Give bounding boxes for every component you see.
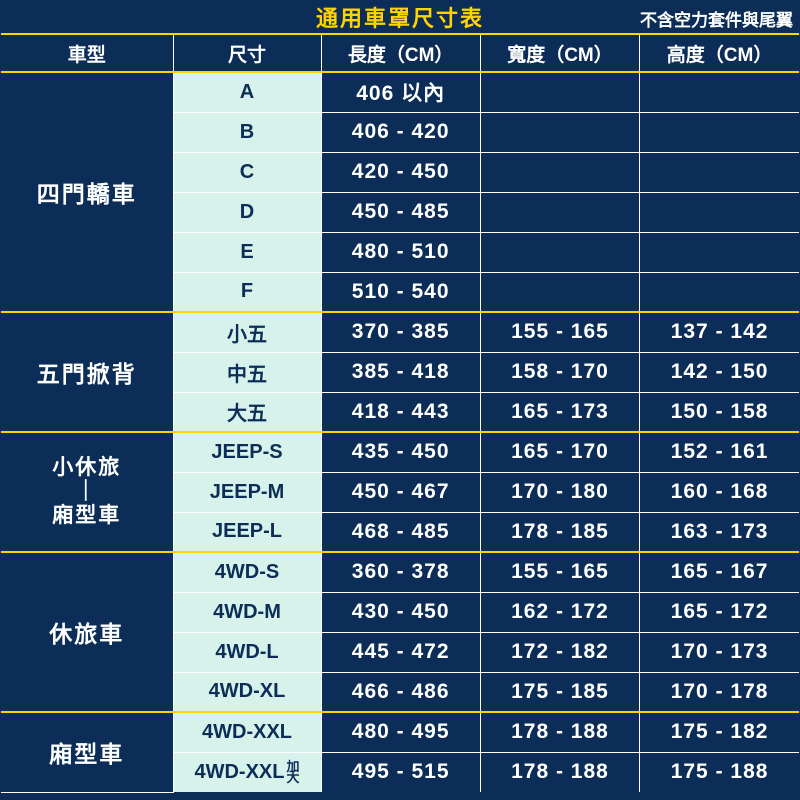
value-cell: 450 - 467 <box>321 472 480 512</box>
title-row: 通用車罩尺寸表 不含空力套件與尾翼 <box>1 1 799 33</box>
table-row: 四門轎車A406 以內 <box>1 72 799 112</box>
category-cell: 休旅車 <box>1 552 173 712</box>
value-cell: 162 - 172 <box>480 592 639 632</box>
size-cell: 4WD-XXL <box>173 712 321 752</box>
header-row: 車型 尺寸 長度（CM） 寬度（CM） 高度（CM） <box>1 34 799 72</box>
value-cell: 165 - 172 <box>640 592 799 632</box>
value-cell <box>640 72 799 112</box>
value-cell: 450 - 485 <box>321 192 480 232</box>
value-cell: 170 - 173 <box>640 632 799 672</box>
col-header: 高度（CM） <box>640 34 799 72</box>
value-cell: 172 - 182 <box>480 632 639 672</box>
size-cell: 中五 <box>173 352 321 392</box>
value-cell <box>480 72 639 112</box>
size-cell: JEEP-M <box>173 472 321 512</box>
value-cell: 468 - 485 <box>321 512 480 552</box>
value-cell: 155 - 165 <box>480 552 639 592</box>
value-cell: 160 - 168 <box>640 472 799 512</box>
chart-subtitle: 不含空力套件與尾翼 <box>640 6 793 31</box>
size-table: 車型 尺寸 長度（CM） 寬度（CM） 高度（CM） 四門轎車A406 以內B4… <box>1 33 799 793</box>
table-row: 五門掀背小五370 - 385155 - 165137 - 142 <box>1 312 799 352</box>
value-cell: 175 - 185 <box>480 672 639 712</box>
value-cell <box>480 192 639 232</box>
value-cell: 370 - 385 <box>321 312 480 352</box>
table-row: 廂型車4WD-XXL480 - 495178 - 188175 - 182 <box>1 712 799 752</box>
value-cell: 175 - 182 <box>640 712 799 752</box>
value-cell: 178 - 188 <box>480 752 639 792</box>
value-cell: 170 - 180 <box>480 472 639 512</box>
value-cell: 178 - 188 <box>480 712 639 752</box>
category-cell: 四門轎車 <box>1 72 173 312</box>
size-cell: 4WD-XL <box>173 672 321 712</box>
category-cell: 五門掀背 <box>1 312 173 432</box>
size-cell: 4WD-S <box>173 552 321 592</box>
value-cell <box>480 112 639 152</box>
col-header: 長度（CM） <box>321 34 480 72</box>
value-cell: 155 - 165 <box>480 312 639 352</box>
category-cell: 廂型車 <box>1 712 173 792</box>
category-cell: 小休旅｜廂型車 <box>1 432 173 552</box>
size-cell: 4WD-M <box>173 592 321 632</box>
value-cell: 480 - 510 <box>321 232 480 272</box>
table-row: 小休旅｜廂型車JEEP-S435 - 450165 - 170152 - 161 <box>1 432 799 472</box>
size-cell: 大五 <box>173 392 321 432</box>
value-cell: 165 - 173 <box>480 392 639 432</box>
value-cell: 165 - 167 <box>640 552 799 592</box>
value-cell <box>640 272 799 312</box>
col-header: 尺寸 <box>173 34 321 72</box>
value-cell <box>480 232 639 272</box>
value-cell: 430 - 450 <box>321 592 480 632</box>
col-header: 車型 <box>1 34 173 72</box>
chart-title: 通用車罩尺寸表 <box>316 1 484 33</box>
size-cell: F <box>173 272 321 312</box>
value-cell: 150 - 158 <box>640 392 799 432</box>
size-chart: 通用車罩尺寸表 不含空力套件與尾翼 車型 尺寸 長度（CM） 寬度（CM） 高度… <box>0 0 800 800</box>
value-cell: 360 - 378 <box>321 552 480 592</box>
size-cell: 4WD-L <box>173 632 321 672</box>
value-cell: 165 - 170 <box>480 432 639 472</box>
size-cell: JEEP-L <box>173 512 321 552</box>
value-cell: 420 - 450 <box>321 152 480 192</box>
size-cell: 小五 <box>173 312 321 352</box>
value-cell: 406 以內 <box>321 72 480 112</box>
value-cell: 435 - 450 <box>321 432 480 472</box>
value-cell: 175 - 188 <box>640 752 799 792</box>
value-cell <box>480 272 639 312</box>
value-cell: 495 - 515 <box>321 752 480 792</box>
size-cell: 4WD-XXL加大 <box>173 752 321 792</box>
value-cell: 170 - 178 <box>640 672 799 712</box>
value-cell: 480 - 495 <box>321 712 480 752</box>
value-cell <box>640 152 799 192</box>
value-cell <box>640 232 799 272</box>
value-cell: 142 - 150 <box>640 352 799 392</box>
size-cell: E <box>173 232 321 272</box>
value-cell: 406 - 420 <box>321 112 480 152</box>
size-cell: A <box>173 72 321 112</box>
value-cell: 510 - 540 <box>321 272 480 312</box>
value-cell: 158 - 170 <box>480 352 639 392</box>
table-row: 休旅車4WD-S360 - 378155 - 165165 - 167 <box>1 552 799 592</box>
value-cell: 466 - 486 <box>321 672 480 712</box>
value-cell <box>480 152 639 192</box>
value-cell: 418 - 443 <box>321 392 480 432</box>
value-cell <box>640 112 799 152</box>
size-cell: C <box>173 152 321 192</box>
value-cell: 178 - 185 <box>480 512 639 552</box>
value-cell: 445 - 472 <box>321 632 480 672</box>
size-cell: B <box>173 112 321 152</box>
value-cell: 385 - 418 <box>321 352 480 392</box>
size-cell: D <box>173 192 321 232</box>
col-header: 寬度（CM） <box>480 34 639 72</box>
value-cell <box>640 192 799 232</box>
value-cell: 137 - 142 <box>640 312 799 352</box>
value-cell: 163 - 173 <box>640 512 799 552</box>
size-cell: JEEP-S <box>173 432 321 472</box>
value-cell: 152 - 161 <box>640 432 799 472</box>
